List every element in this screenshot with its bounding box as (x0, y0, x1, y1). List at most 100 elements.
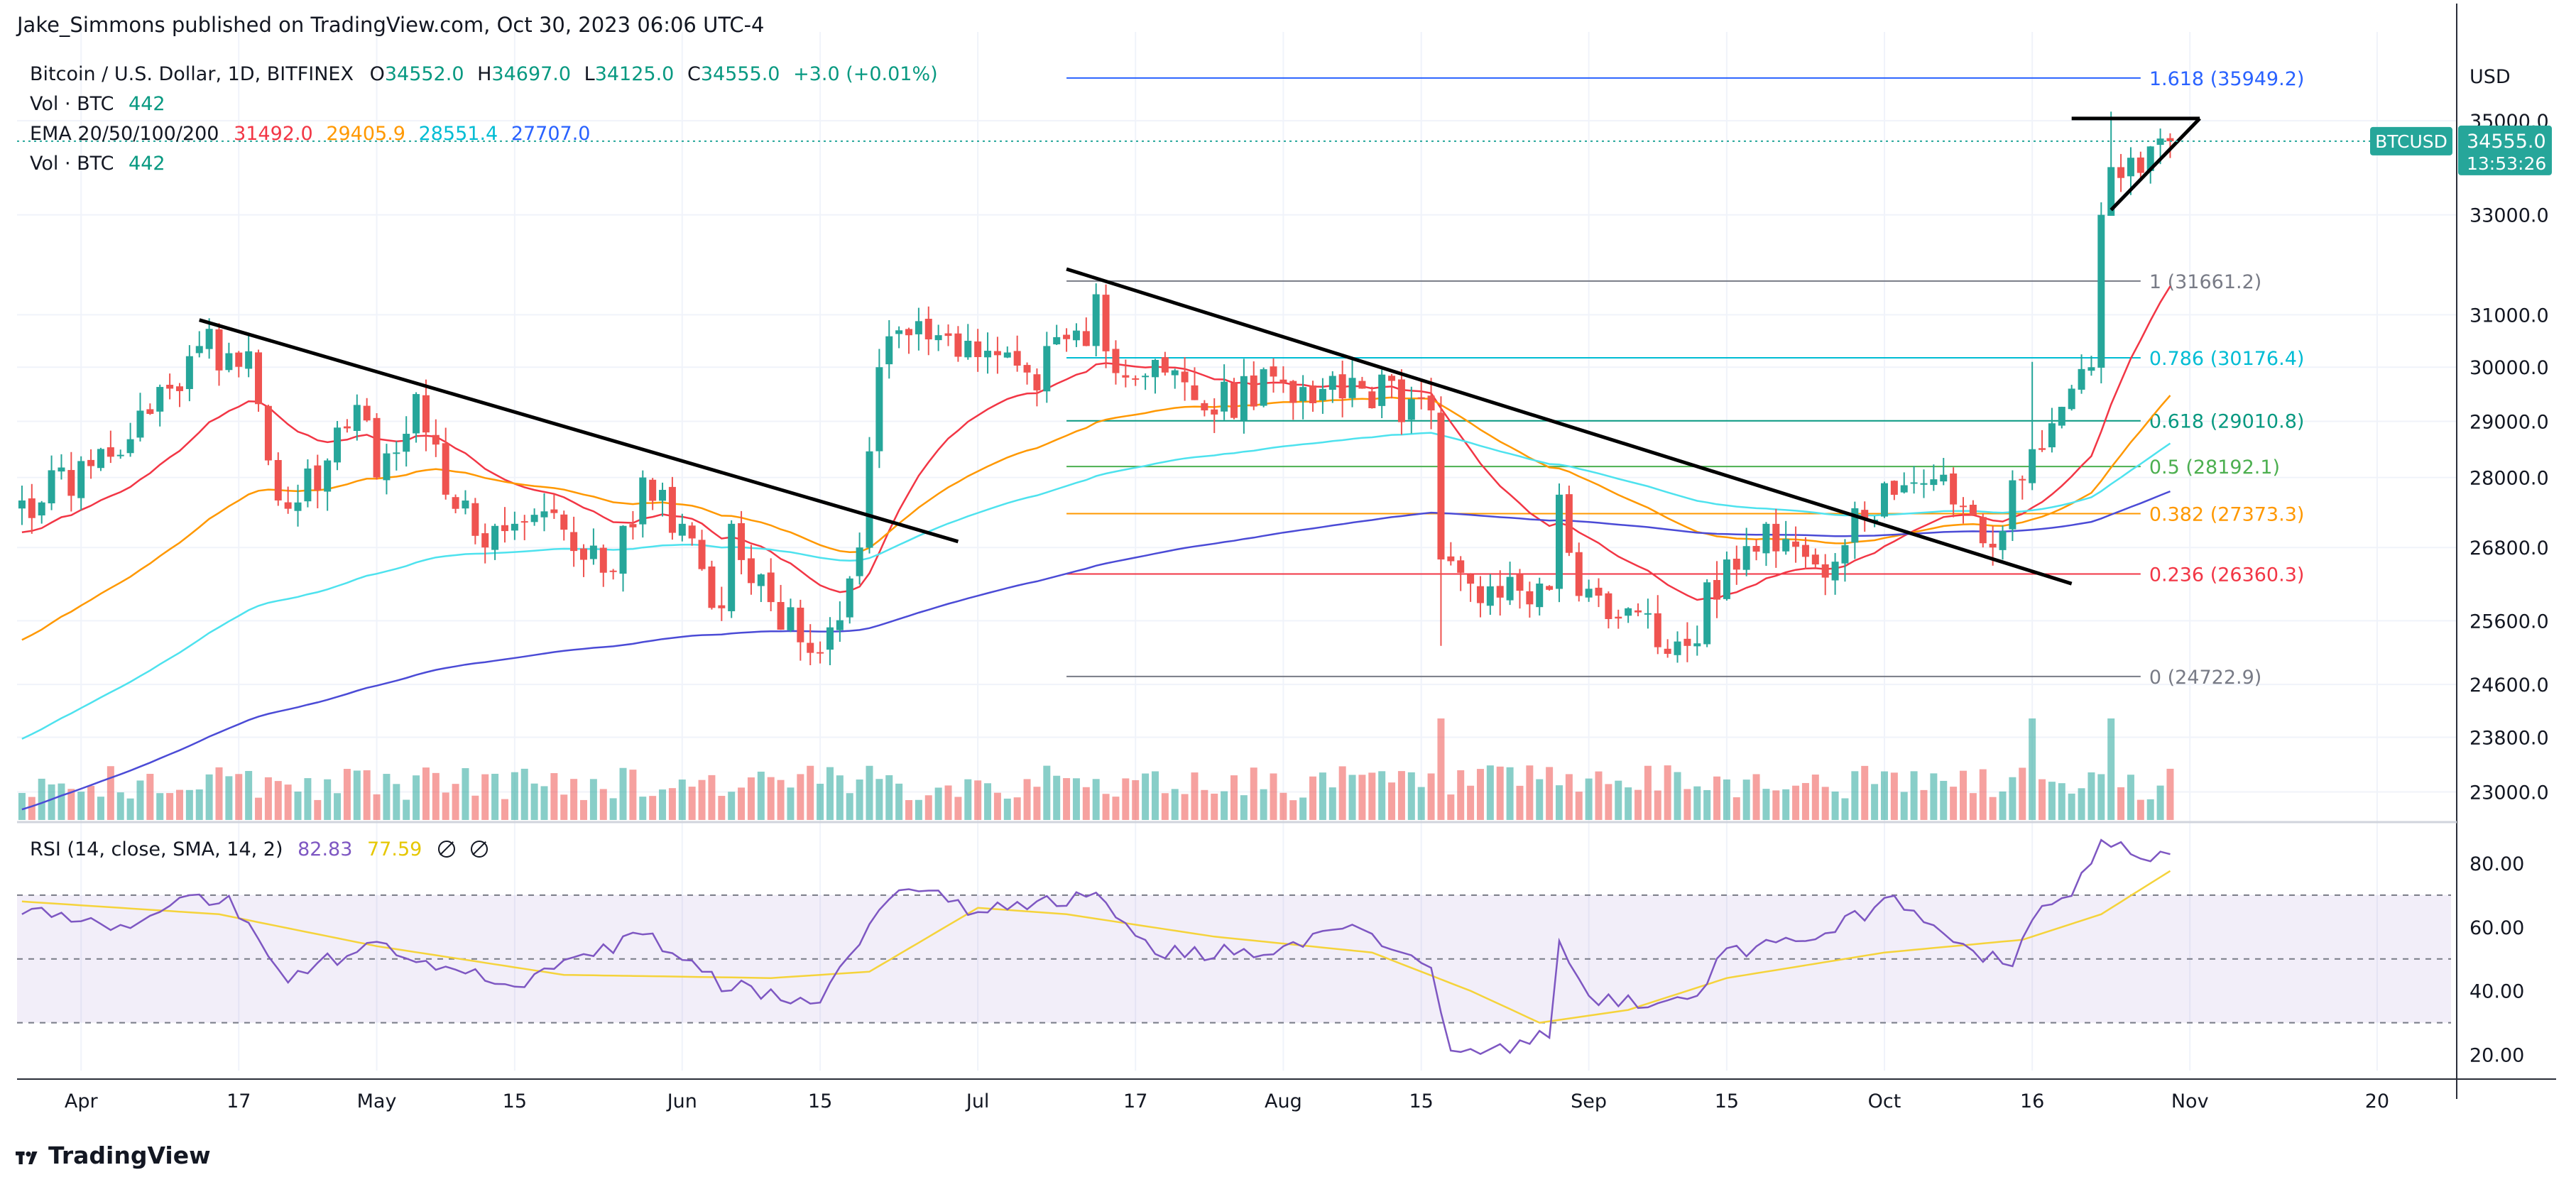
candle[interactable] (817, 641, 824, 664)
candle[interactable] (462, 490, 469, 515)
candle[interactable] (1082, 317, 1090, 346)
candle[interactable] (1595, 578, 1603, 608)
candle[interactable] (1250, 361, 1257, 410)
candle[interactable] (422, 379, 430, 452)
price-badge[interactable] (2458, 125, 2552, 175)
candle[interactable] (1496, 570, 1504, 616)
candle[interactable] (599, 544, 607, 587)
candle[interactable] (1328, 371, 1336, 403)
candle[interactable] (2166, 133, 2174, 158)
candle[interactable] (1003, 346, 1011, 359)
candle[interactable] (2136, 151, 2144, 178)
candle[interactable] (2039, 430, 2046, 452)
candle[interactable] (1821, 554, 1829, 596)
candle[interactable] (589, 528, 597, 565)
candle[interactable] (501, 507, 508, 543)
candle[interactable] (1900, 472, 1908, 494)
candle[interactable] (1230, 378, 1238, 420)
candle[interactable] (1427, 378, 1435, 430)
trendline[interactable] (199, 318, 959, 544)
candle[interactable] (1467, 573, 1475, 602)
candle[interactable] (334, 421, 342, 471)
candle[interactable] (195, 331, 203, 358)
candle[interactable] (1112, 340, 1120, 385)
candle[interactable] (1969, 500, 1977, 516)
candle[interactable] (1723, 551, 1730, 601)
candle[interactable] (1358, 376, 1366, 389)
candle[interactable] (1930, 464, 1938, 491)
candle[interactable] (1841, 539, 1849, 582)
candle[interactable] (274, 452, 282, 506)
candle[interactable] (2097, 202, 2105, 384)
candle[interactable] (678, 513, 686, 542)
candle[interactable] (2117, 153, 2125, 192)
candle[interactable] (67, 452, 75, 512)
rsi-legend[interactable]: RSI (14, close, SMA, 14, 2) 82.83 77.59 (30, 838, 489, 862)
candle[interactable] (1762, 522, 1770, 567)
candle[interactable] (1782, 520, 1790, 555)
candle[interactable] (1565, 486, 1573, 557)
candle[interactable] (659, 482, 667, 517)
candle[interactable] (1979, 513, 1987, 548)
candle[interactable] (156, 384, 164, 427)
candle[interactable] (314, 454, 322, 509)
candle[interactable] (1378, 369, 1386, 418)
trendline[interactable] (1066, 267, 2073, 586)
candle[interactable] (1279, 366, 1287, 393)
candle[interactable] (934, 324, 942, 351)
candle[interactable] (954, 326, 962, 362)
candle[interactable] (1605, 591, 1612, 629)
candle[interactable] (48, 455, 55, 510)
candle[interactable] (432, 419, 440, 457)
candle[interactable] (1683, 622, 1691, 662)
candle[interactable] (580, 544, 588, 577)
candle[interactable] (550, 494, 558, 519)
candle[interactable] (1713, 561, 1721, 618)
candle[interactable] (393, 441, 400, 471)
candle[interactable] (757, 573, 765, 602)
candle[interactable] (1151, 359, 1159, 394)
candle[interactable] (1417, 378, 1425, 410)
candle[interactable] (1910, 466, 1918, 494)
candle[interactable] (530, 508, 538, 526)
candle[interactable] (1063, 328, 1071, 352)
candle[interactable] (1437, 396, 1445, 646)
candle[interactable] (126, 422, 134, 457)
candle[interactable] (747, 545, 755, 595)
candle[interactable] (1801, 537, 1809, 569)
candle[interactable] (1536, 577, 1544, 616)
candle[interactable] (1960, 497, 1968, 524)
candle[interactable] (481, 523, 489, 564)
candle[interactable] (87, 449, 95, 479)
candle[interactable] (1092, 283, 1100, 356)
candle[interactable] (1289, 380, 1297, 420)
candle[interactable] (767, 558, 775, 612)
candle[interactable] (905, 327, 913, 354)
candle[interactable] (1506, 562, 1514, 606)
candle[interactable] (1940, 457, 1948, 486)
candle[interactable] (245, 332, 253, 378)
candle[interactable] (1486, 574, 1494, 615)
candle[interactable] (2068, 385, 2075, 411)
candle[interactable] (413, 392, 420, 443)
candle[interactable] (403, 416, 410, 467)
candle[interactable] (1348, 359, 1356, 407)
candle[interactable] (1260, 367, 1267, 407)
candle[interactable] (944, 324, 952, 346)
candle[interactable] (1575, 542, 1583, 602)
ema-legend[interactable]: EMA 20/50/100/200 31492.0 29405.9 28551.… (30, 122, 590, 146)
candle[interactable] (1664, 639, 1671, 658)
candle[interactable] (2029, 361, 2036, 491)
candle[interactable] (1851, 501, 1859, 559)
candle[interactable] (609, 569, 617, 580)
candle[interactable] (836, 601, 844, 642)
candle[interactable] (1516, 569, 1524, 609)
candle[interactable] (1811, 548, 1819, 569)
candle[interactable] (1674, 631, 1681, 663)
candle[interactable] (284, 486, 292, 514)
candle[interactable] (1999, 525, 2007, 560)
candle[interactable] (1546, 585, 1554, 591)
candle[interactable] (255, 349, 263, 412)
candle[interactable] (1309, 381, 1317, 412)
